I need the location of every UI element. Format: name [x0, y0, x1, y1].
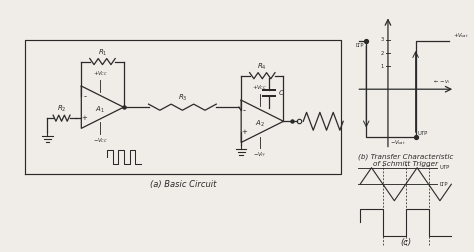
Text: UTP: UTP: [439, 165, 449, 170]
Text: $R_1$: $R_1$: [98, 48, 107, 58]
Text: $-V_{ff}$: $-V_{ff}$: [254, 150, 266, 159]
Text: LTP: LTP: [439, 182, 448, 187]
Text: $A_1$: $A_1$: [95, 104, 105, 115]
Text: +: +: [82, 115, 88, 121]
Text: $+V_{CC}$: $+V_{CC}$: [252, 83, 267, 92]
Text: +: +: [242, 129, 247, 135]
Text: 3: 3: [381, 37, 384, 42]
Text: $R_4$: $R_4$: [257, 62, 267, 72]
Text: (b) Transfer Characteristic
of Schmitt Trigger: (b) Transfer Characteristic of Schmitt T…: [358, 153, 454, 167]
Text: (a) Basic Circuit: (a) Basic Circuit: [150, 180, 216, 189]
Text: $+V_{sat}$: $+V_{sat}$: [453, 31, 468, 40]
Text: LTP: LTP: [356, 43, 365, 48]
Text: C: C: [279, 90, 283, 96]
Text: -: -: [83, 92, 86, 101]
Text: $-V_{CC}$: $-V_{CC}$: [92, 136, 108, 145]
Text: $R_3$: $R_3$: [178, 93, 187, 103]
Text: $\leftarrow -v_i$: $\leftarrow -v_i$: [432, 78, 451, 86]
Text: $-V_{sat}$: $-V_{sat}$: [390, 138, 406, 147]
Text: $+V_{CC}$: $+V_{CC}$: [92, 69, 108, 78]
Text: -: -: [243, 106, 246, 115]
Text: UTP: UTP: [418, 131, 428, 136]
Text: $A_2$: $A_2$: [255, 118, 265, 129]
Text: (c): (c): [400, 238, 411, 247]
Text: 2: 2: [381, 50, 384, 55]
Text: $R_2$: $R_2$: [57, 104, 66, 114]
Text: 1: 1: [381, 64, 384, 69]
